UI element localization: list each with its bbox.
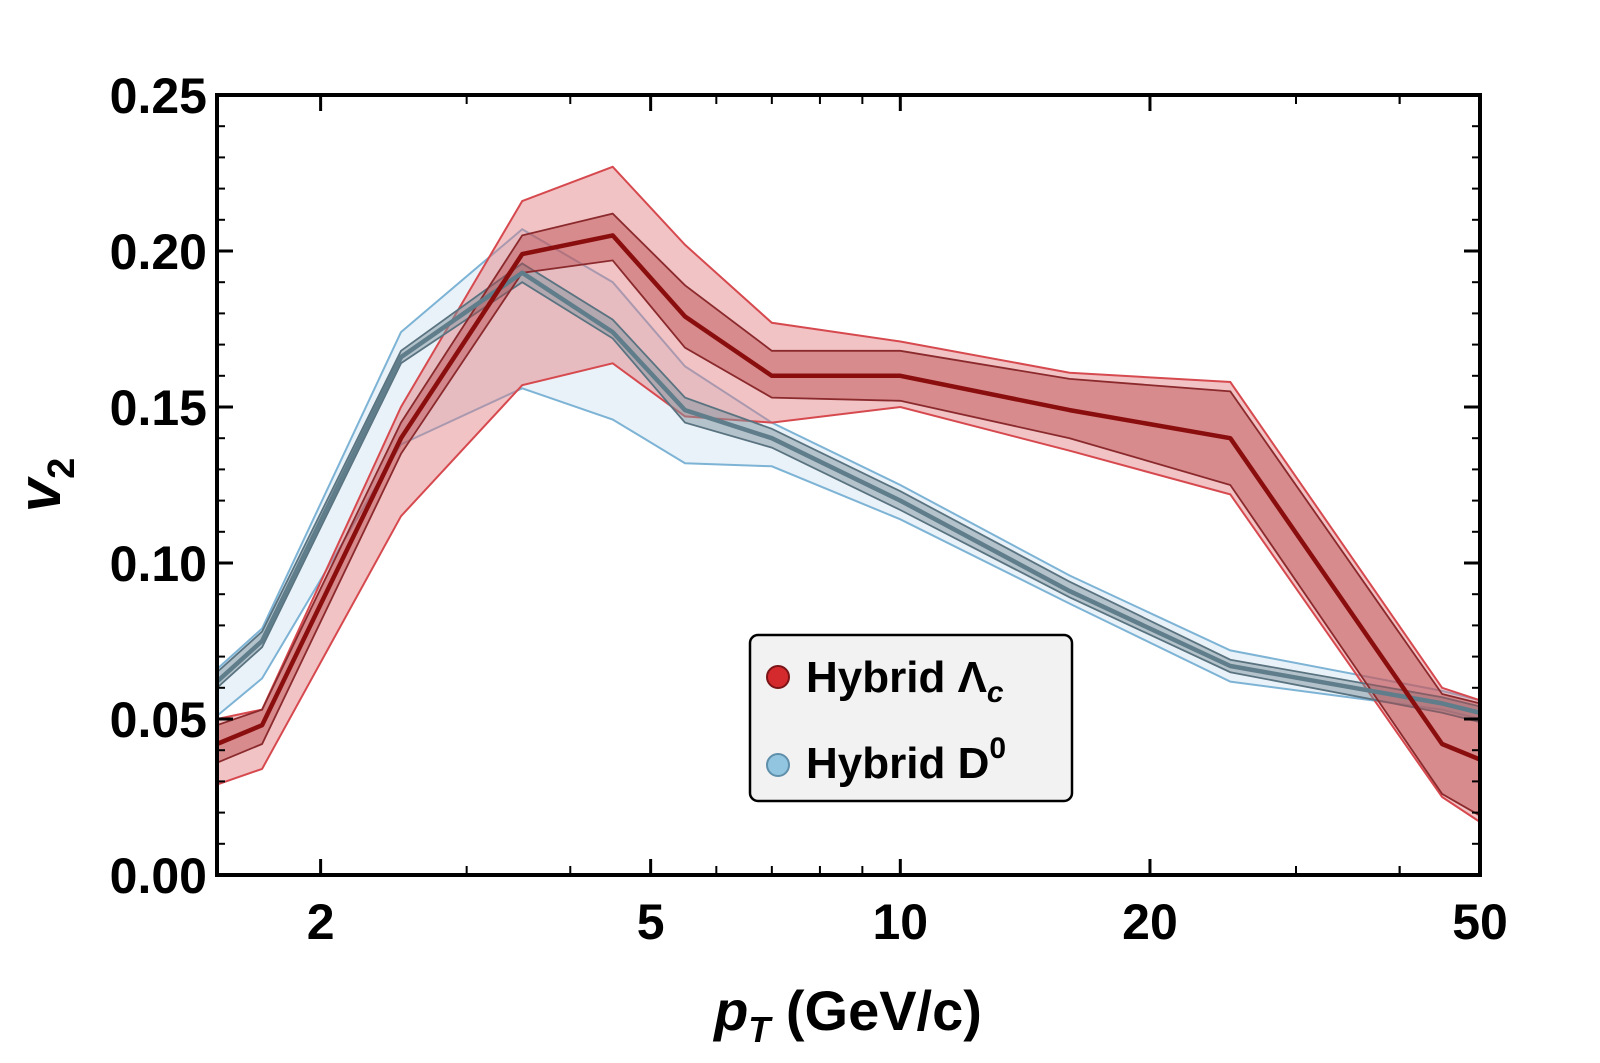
- legend-label-lambda-c-main: Hybrid Λ: [806, 653, 988, 702]
- outer-band-upper-edge-lambda-c: [217, 165, 1480, 720]
- x-tick-label: 2: [307, 894, 335, 950]
- y-axis-title-sub: 2: [41, 458, 83, 479]
- inner-band-upper-edge-lambda-c: [217, 212, 1480, 727]
- y-tick-label: 0.15: [110, 380, 207, 436]
- inner-band-lower-edge-d0: [217, 281, 1480, 723]
- y-tick-label: 0.20: [110, 224, 207, 280]
- legend-label-lambda-c: Hybrid Λc: [806, 653, 1004, 709]
- legend-marker-lambda-c: [766, 665, 790, 689]
- series-line-lambda-c: [217, 233, 1480, 762]
- legend-label-lambda-c-sub: c: [987, 676, 1004, 709]
- legend-box: [748, 633, 1074, 803]
- y-tick-label: 0.10: [110, 536, 207, 592]
- outer-band-upper-edge-d0: [217, 227, 1480, 702]
- y-axis-title: v2: [6, 458, 83, 513]
- y-tick-label: 0.00: [110, 848, 207, 904]
- y-tick-label: 0.05: [110, 692, 207, 748]
- legend: Hybrid Λc Hybrid D0: [748, 633, 1074, 803]
- outer-band-lambda-c: [217, 166, 1480, 823]
- legend-marker-d0: [766, 753, 790, 777]
- legend-label-d0-sup: 0: [989, 732, 1006, 765]
- x-axis-title-main: p: [712, 979, 748, 1042]
- x-tick-label: 50: [1452, 894, 1508, 950]
- series-lines: [217, 233, 1480, 762]
- x-tick-label: 5: [637, 894, 665, 950]
- legend-label-d0: Hybrid D0: [806, 732, 1006, 788]
- x-axis-title-unit: (GeV/c): [770, 979, 982, 1042]
- axis-ticks: 0.00 0.05 0.10 0.15 0.20 0.25 2 5 10 20 50: [110, 68, 1508, 950]
- inner-band-lower-edge-lambda-c: [217, 259, 1480, 817]
- x-tick-label: 10: [872, 894, 928, 950]
- x-tick-label: 20: [1122, 894, 1178, 950]
- plot-frame: [215, 93, 1482, 877]
- y-tick-label: 0.25: [110, 68, 207, 124]
- series-line-d0: [217, 270, 1480, 715]
- x-axis-title: pT (GeV/c): [712, 979, 982, 1050]
- inner-band-upper-edge-d0: [217, 262, 1480, 708]
- x-axis-title-sub: T: [748, 1009, 773, 1050]
- legend-label-d0-main: Hybrid D: [806, 739, 989, 788]
- y-axis-title-main: v: [6, 475, 73, 512]
